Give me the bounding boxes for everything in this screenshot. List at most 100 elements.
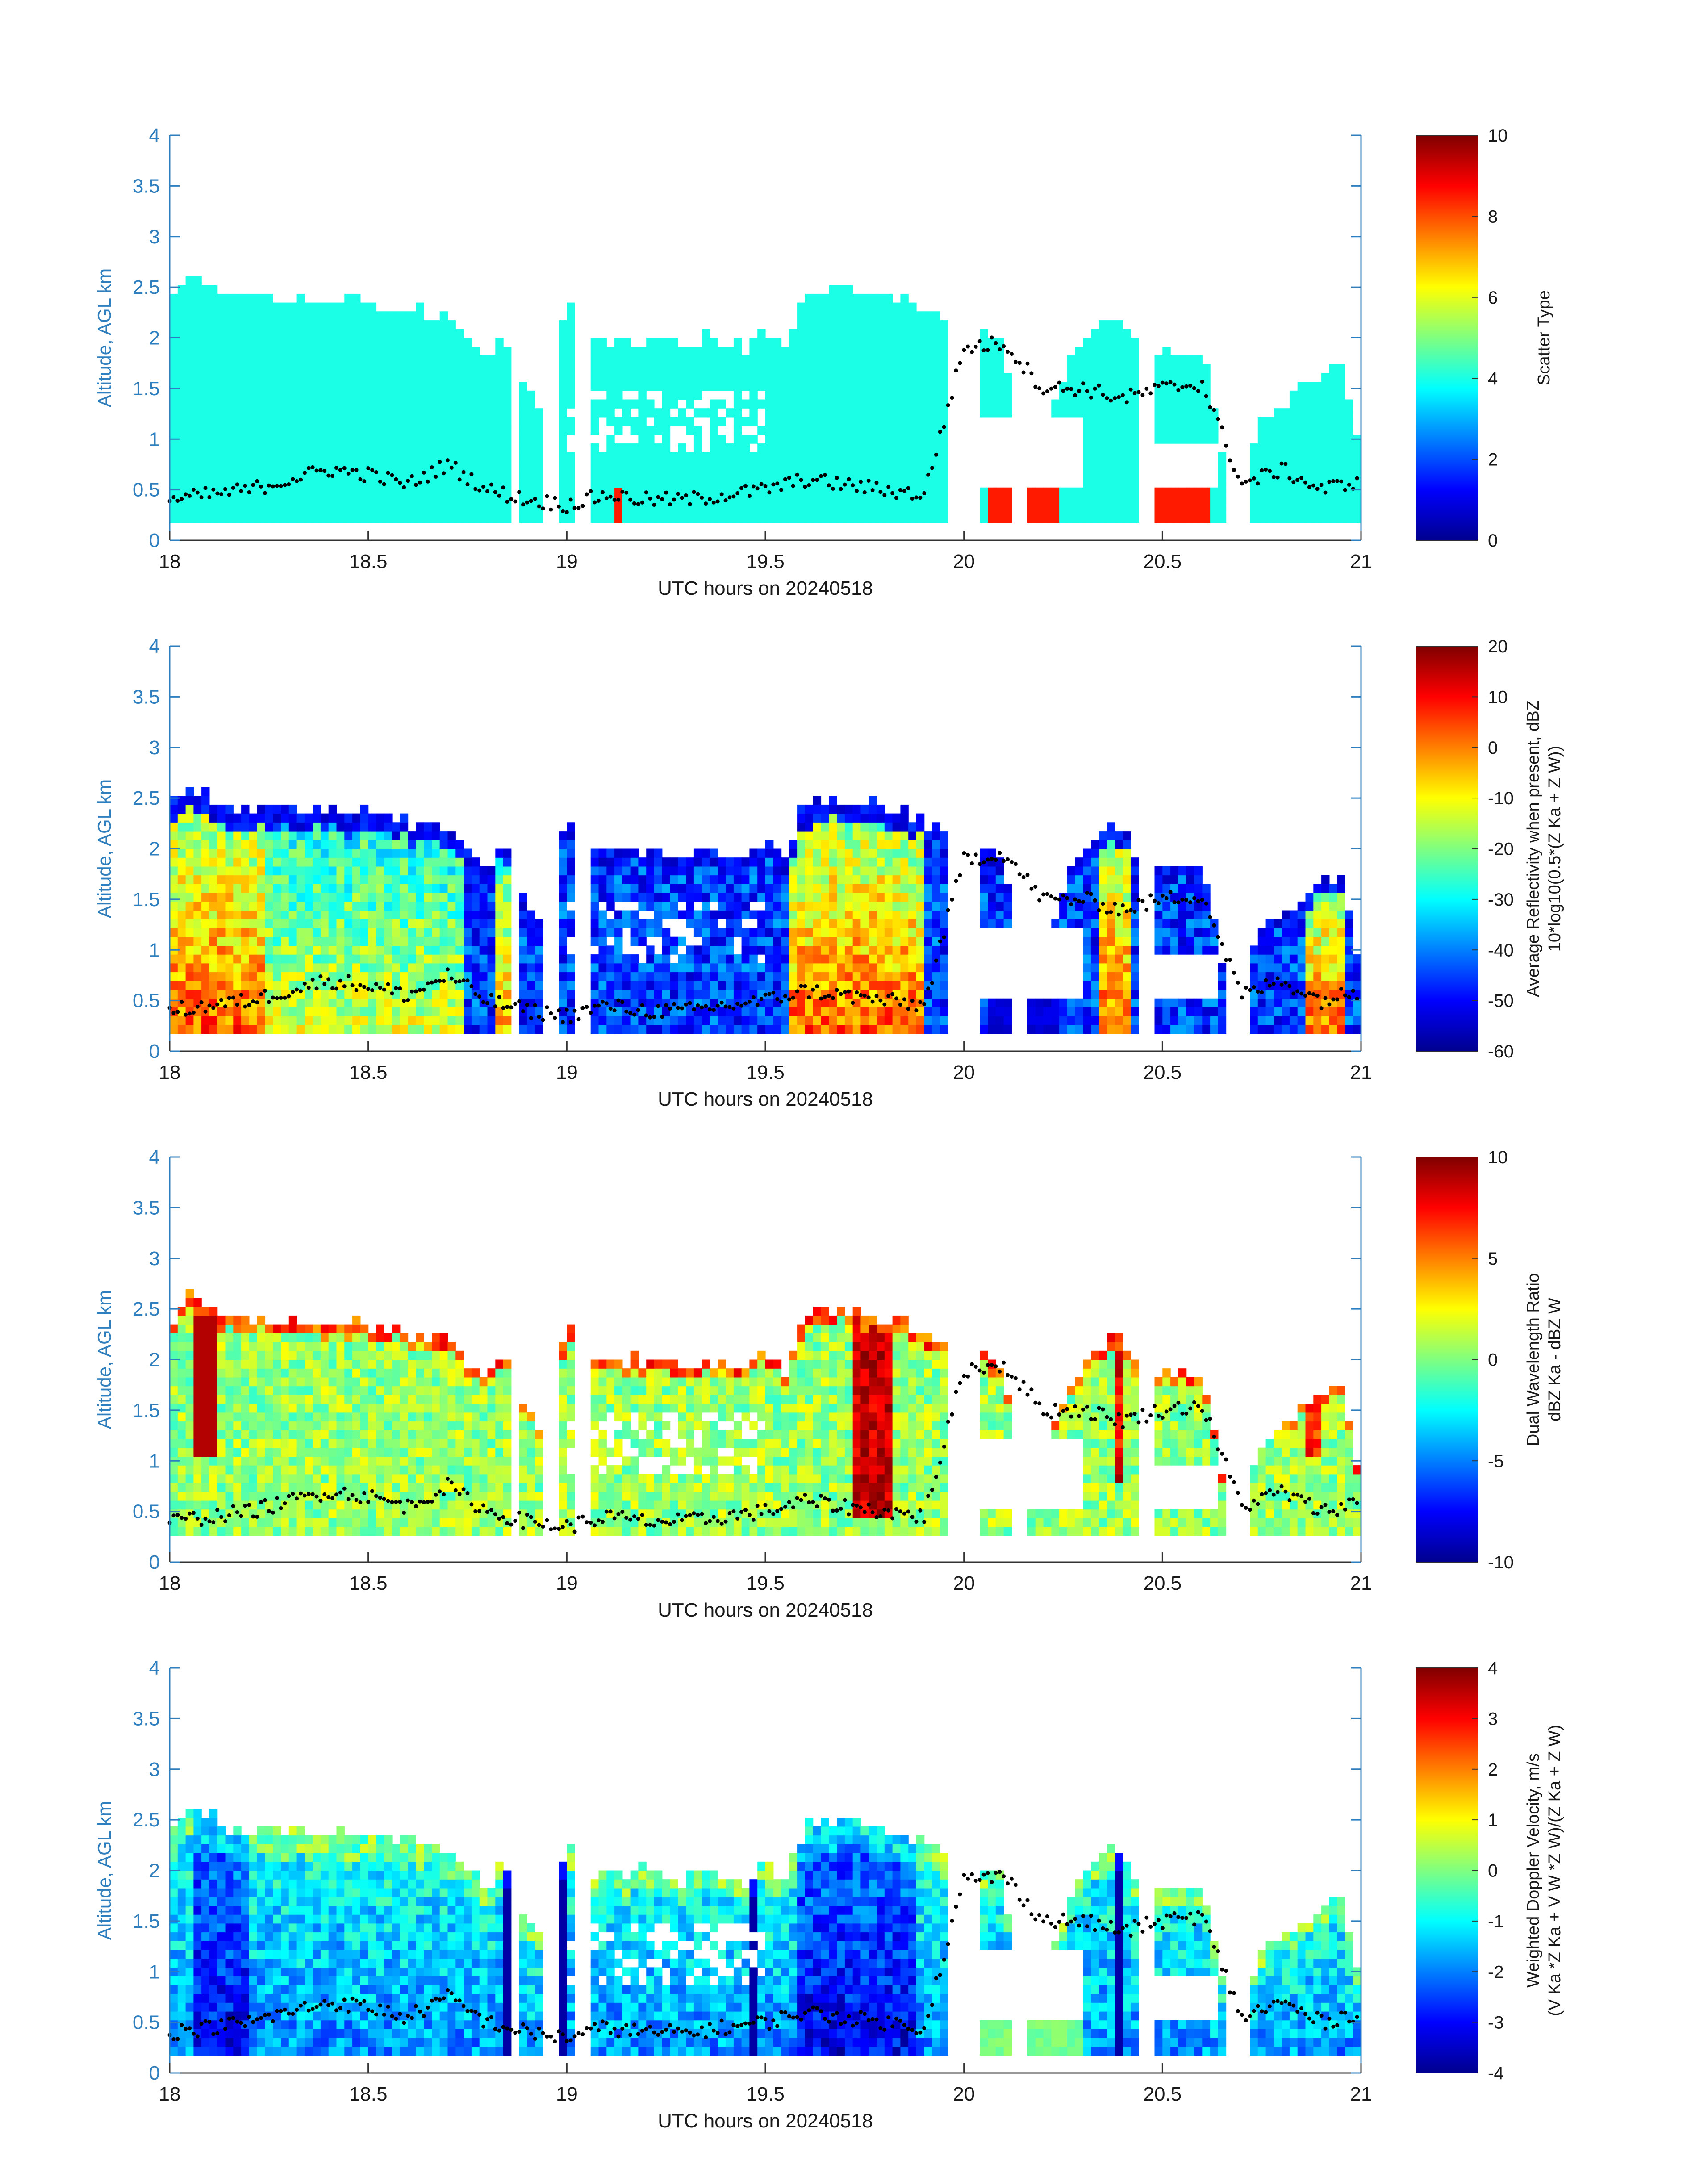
heat-cell (606, 443, 615, 453)
heat-cell (177, 981, 186, 990)
heat-cell (614, 417, 623, 426)
heat-cell (1091, 329, 1099, 338)
heat-cell (447, 840, 456, 849)
heat-cell (201, 408, 210, 418)
heat-cell (916, 496, 925, 506)
heat-cell (932, 470, 940, 479)
heat-cell (1353, 443, 1361, 453)
heat-cell (606, 884, 615, 893)
heat-cell (614, 945, 623, 955)
heat-cell (638, 972, 647, 981)
heat-cell (241, 390, 250, 400)
heat-cell (273, 990, 281, 999)
heat-cell (860, 390, 869, 400)
heat-cell (869, 355, 877, 365)
heat-cell (654, 963, 663, 973)
heat-cell (860, 998, 869, 1007)
heat-cell (662, 1007, 671, 1016)
heat-cell (852, 875, 861, 884)
heat-cell (1210, 487, 1219, 497)
heat-cell (527, 981, 535, 990)
heat-cell (360, 840, 369, 849)
heat-cell (726, 981, 734, 990)
heat-cell (288, 426, 297, 435)
heat-cell (606, 954, 615, 964)
heat-cell (432, 435, 440, 444)
heat-cell (877, 408, 885, 418)
heat-cell (916, 347, 925, 356)
cloud-base-point (1331, 479, 1336, 483)
heat-cell (352, 928, 361, 937)
heat-cell (257, 399, 266, 409)
heat-cell (241, 364, 250, 373)
cloud-base-point (1339, 479, 1343, 484)
heat-cell (416, 408, 424, 418)
heat-cell (464, 452, 472, 462)
heat-cell (376, 435, 384, 444)
heat-cell (1265, 443, 1274, 453)
heat-cell (265, 338, 273, 347)
heat-cell (1131, 347, 1139, 356)
heat-cell (1170, 390, 1179, 400)
heat-cell (590, 875, 599, 884)
heat-cell (368, 505, 377, 514)
cloud-base-point (962, 348, 966, 352)
heat-cell (884, 981, 893, 990)
heat-cell (877, 505, 885, 514)
heat-cell (464, 963, 472, 973)
heat-cell (376, 443, 384, 453)
heat-cell (479, 390, 488, 400)
heat-cell (829, 919, 837, 928)
heat-cell (233, 893, 242, 902)
heat-cell (821, 293, 829, 303)
cloud-base-point (1033, 384, 1038, 389)
heat-cell (416, 972, 424, 981)
heat-cell (1123, 443, 1131, 453)
heat-cell (797, 355, 806, 365)
heat-cell (654, 990, 663, 999)
heat-cell (170, 479, 178, 488)
cloud-base-point (878, 490, 883, 494)
heat-cell (455, 954, 464, 964)
cloud-base-point (1268, 469, 1272, 473)
heat-cell (1321, 382, 1330, 391)
heat-cell (749, 479, 758, 488)
cloud-base-point (422, 470, 426, 475)
heat-cell (789, 954, 798, 964)
heat-cell (797, 320, 806, 330)
heat-cell (1107, 355, 1115, 365)
heat-cell (273, 461, 281, 470)
heat-cell (646, 479, 655, 488)
heat-cell (789, 893, 798, 902)
heat-cell (209, 364, 218, 373)
cloud-base-point (580, 504, 585, 508)
heat-cell (170, 910, 178, 919)
heat-cell (1075, 390, 1084, 400)
cloud-base-point (283, 483, 287, 487)
heat-cell (630, 487, 639, 497)
heat-cell (829, 470, 837, 479)
heat-cell (884, 945, 893, 955)
heat-cell (1305, 461, 1314, 470)
heatmap-cells (170, 276, 1361, 523)
heat-cell (757, 998, 766, 1007)
heat-cell (1170, 417, 1179, 426)
heat-cell (869, 1024, 877, 1034)
heat-cell (439, 320, 448, 330)
heat-cell (233, 945, 242, 955)
heat-cell (360, 893, 369, 902)
heat-cell (1265, 452, 1274, 462)
heat-cell (995, 338, 1004, 347)
heat-cell (416, 487, 424, 497)
cloud-base-point (696, 492, 700, 496)
heat-cell (869, 496, 877, 506)
heat-cell (900, 435, 909, 444)
heat-cell (1107, 452, 1115, 462)
cloud-base-point (1025, 361, 1030, 366)
heat-cell (1083, 408, 1091, 418)
heat-cell (829, 496, 837, 506)
heat-cell (980, 364, 988, 373)
heat-cell (320, 954, 329, 964)
heat-cell (503, 884, 512, 893)
heat-cell (678, 355, 686, 365)
